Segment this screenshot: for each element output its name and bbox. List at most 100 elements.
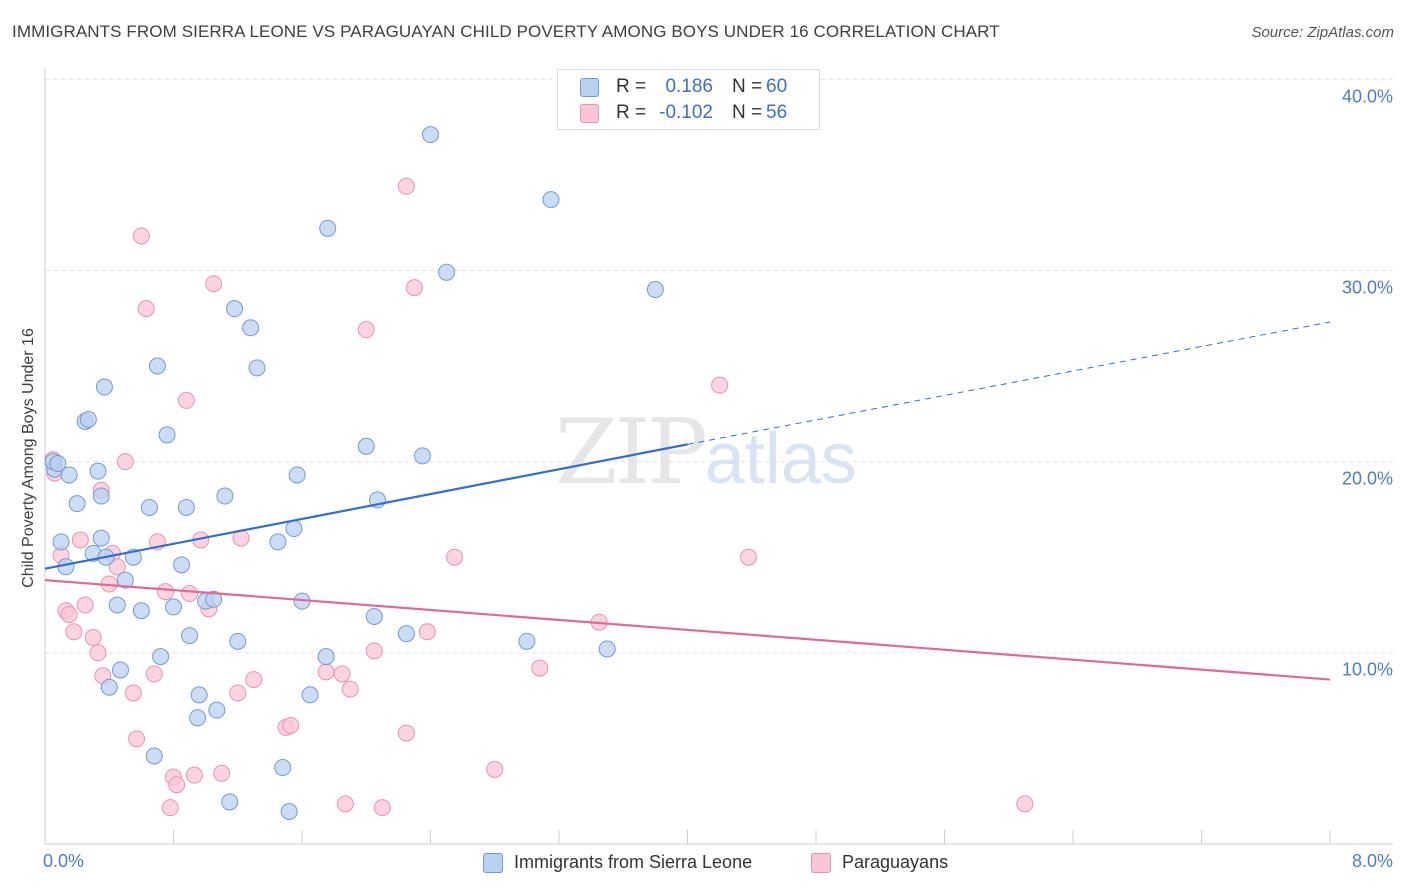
paraguayans-points <box>44 177 1034 817</box>
watermark-atlas: atlas <box>704 419 857 499</box>
paraguayans-point <box>76 596 94 614</box>
sierra-leone-point <box>92 529 110 547</box>
paraguayans-point <box>740 548 758 566</box>
legend-n-label: N = <box>732 102 763 123</box>
sierra-leone-point <box>89 462 107 480</box>
sierra-leone-point <box>145 747 163 765</box>
paraguayans-point <box>108 558 126 576</box>
sierra-leone-point <box>177 498 195 516</box>
paraguayans-point <box>405 279 423 297</box>
sierra-leone-point <box>173 556 191 574</box>
paraguayans-point <box>177 391 195 409</box>
legend-n-value: 56 <box>766 102 788 123</box>
legend-label-sierra-leone: Immigrants from Sierra Leone <box>514 852 753 872</box>
legend-r-label: R = <box>616 76 647 97</box>
sierra-leone-point <box>132 602 150 620</box>
legend-r-value: 0.186 <box>665 76 713 97</box>
x-tick-label-max: 8.0% <box>1351 851 1393 871</box>
sierra-leone-point <box>108 596 126 614</box>
sierra-leone-point <box>79 411 97 429</box>
paraguayans-point <box>418 623 436 641</box>
sierra-leone-point <box>542 191 560 209</box>
x-tick-label-min: 0.0% <box>43 851 85 871</box>
legend-item-paraguayans: Paraguayans <box>811 852 948 873</box>
series-legend: Immigrants from Sierra Leone Paraguayans <box>0 852 1406 880</box>
legend-r-value: -0.102 <box>659 102 713 123</box>
sierra-leone-point <box>242 319 260 337</box>
sierra-leone-point <box>52 533 70 551</box>
watermark-zip: ZIP <box>555 400 708 505</box>
paraguayans-point <box>341 680 359 698</box>
paraguayans-point <box>446 548 464 566</box>
trend-lines <box>44 321 1331 681</box>
axes <box>44 68 1393 845</box>
sierra-leone-point <box>285 520 303 538</box>
sierra-leone-point <box>319 219 337 237</box>
source-label: Source: ZipAtlas.com <box>1251 24 1394 41</box>
paraguayans-point <box>365 642 383 660</box>
sierra-leone-point <box>181 627 199 645</box>
sierra-leone-point <box>221 793 239 811</box>
paraguayans-point <box>181 585 199 603</box>
legend-row-paraguayans: R = -0.102 N = 56 <box>558 102 819 126</box>
sierra-leone-point <box>100 678 118 696</box>
sierra-leone-points <box>44 126 664 820</box>
correlation-legend: R = 0.186 N = 60 R = -0.102 N = 56 <box>557 69 820 130</box>
sierra-leone-point <box>301 686 319 704</box>
sierra-leone-point <box>92 487 110 505</box>
paraguayans-point <box>145 665 163 683</box>
y-tick-label: 10.0% <box>1341 659 1393 680</box>
paraguayans-point <box>397 177 415 195</box>
sierra-leone-point <box>205 590 223 608</box>
sierra-leone-point <box>165 598 182 616</box>
sierra-leone-point <box>598 640 616 658</box>
gridlines <box>45 78 1393 654</box>
legend-swatch-blue <box>580 78 599 97</box>
sierra-leone-point <box>422 126 439 144</box>
sierra-leone-point <box>365 607 383 625</box>
paraguayans-point <box>282 716 300 734</box>
legend-row-sierra-leone: R = 0.186 N = 60 <box>558 76 819 100</box>
sierra-leone-point <box>317 648 335 666</box>
paraguayans-point <box>711 376 729 394</box>
paraguayans-point <box>205 275 223 293</box>
paraguayans-point <box>531 659 549 677</box>
legend-label-paraguayans: Paraguayans <box>842 852 949 872</box>
sierra-leone-point <box>95 378 113 396</box>
paraguayans-point <box>89 644 107 662</box>
sierra-leone-point <box>646 281 664 299</box>
paraguayans-trend-line <box>44 579 1331 681</box>
paraguayans-point <box>185 766 203 784</box>
legend-item-sierra-leone: Immigrants from Sierra Leone <box>483 852 752 873</box>
sierra-leone-trend-extension <box>687 321 1331 445</box>
paraguayans-point <box>161 799 179 817</box>
paraguayans-point <box>373 799 391 817</box>
sierra-leone-point <box>111 661 129 679</box>
sierra-leone-point <box>208 701 226 719</box>
sierra-leone-point <box>148 357 166 375</box>
legend-n-label: N = <box>732 76 763 97</box>
paraguayans-point <box>128 730 146 748</box>
paraguayans-point <box>84 629 102 647</box>
sierra-leone-point <box>438 263 456 281</box>
paraguayans-point <box>357 321 375 339</box>
sierra-leone-point <box>189 709 207 727</box>
sierra-leone-point <box>229 632 247 650</box>
legend-r-label: R = <box>616 102 647 123</box>
paraguayans-point <box>116 453 134 471</box>
sierra-leone-point <box>116 571 134 589</box>
legend-swatch-pink <box>580 104 599 123</box>
sierra-leone-point <box>152 648 170 666</box>
sierra-leone-point <box>518 632 536 650</box>
paraguayans-point <box>137 300 155 318</box>
paraguayans-point <box>71 531 89 549</box>
sierra-leone-point <box>60 466 78 484</box>
y-tick-label: 30.0% <box>1341 277 1393 298</box>
paraguayans-point <box>1016 795 1034 813</box>
sierra-leone-point <box>397 625 415 643</box>
legend-swatch-blue <box>483 853 503 873</box>
sierra-leone-point <box>413 447 431 465</box>
paraguayans-point <box>65 623 83 641</box>
legend-swatch-pink <box>811 853 831 873</box>
